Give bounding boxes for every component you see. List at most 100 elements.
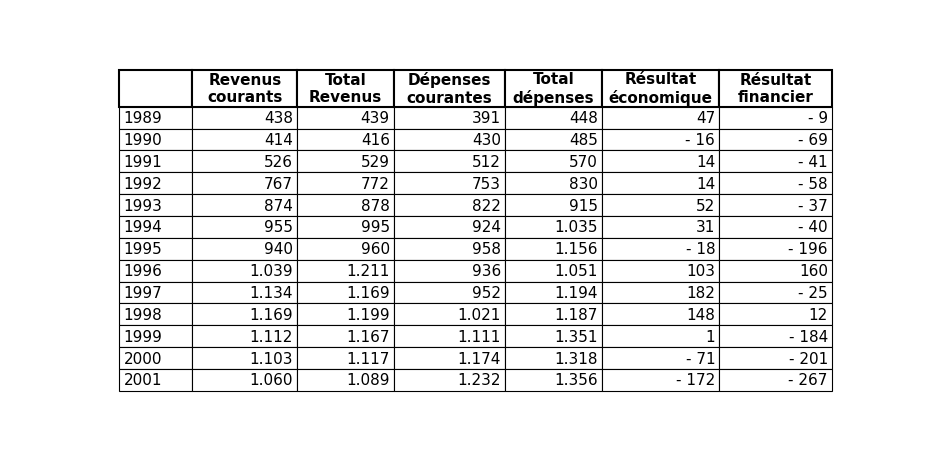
Text: 1.103: 1.103 <box>249 351 293 366</box>
Text: 31: 31 <box>696 220 715 235</box>
Bar <box>394 195 505 217</box>
Text: - 58: - 58 <box>798 176 828 191</box>
Bar <box>602 238 719 260</box>
Bar <box>298 107 394 129</box>
Text: 874: 874 <box>264 198 293 213</box>
Text: 1993: 1993 <box>124 198 162 213</box>
Bar <box>120 195 193 217</box>
Text: 1.194: 1.194 <box>554 285 598 300</box>
Text: - 25: - 25 <box>798 285 828 300</box>
Bar <box>719 71 832 107</box>
Text: 414: 414 <box>264 133 293 147</box>
Bar <box>602 369 719 391</box>
Bar <box>719 347 832 369</box>
Text: 830: 830 <box>568 176 598 191</box>
Text: 1.351: 1.351 <box>554 329 598 344</box>
Text: 47: 47 <box>696 111 715 126</box>
Bar <box>505 325 602 347</box>
Text: 924: 924 <box>472 220 501 235</box>
Text: 1.187: 1.187 <box>554 307 598 322</box>
Bar <box>602 173 719 195</box>
Text: 1.039: 1.039 <box>249 263 293 278</box>
Bar <box>298 282 394 303</box>
Text: 1.318: 1.318 <box>554 351 598 366</box>
Text: - 18: - 18 <box>685 242 715 257</box>
Bar <box>719 173 832 195</box>
Text: 1.167: 1.167 <box>347 329 389 344</box>
Text: 1999: 1999 <box>124 329 162 344</box>
Text: 1.111: 1.111 <box>458 329 501 344</box>
Text: 439: 439 <box>361 111 389 126</box>
Text: 1990: 1990 <box>124 133 162 147</box>
Bar <box>193 107 298 129</box>
Text: Revenus
courants: Revenus courants <box>207 73 283 105</box>
Text: 958: 958 <box>472 242 501 257</box>
Bar <box>193 129 298 151</box>
Bar <box>505 217 602 238</box>
Text: 822: 822 <box>472 198 501 213</box>
Bar <box>719 282 832 303</box>
Bar <box>602 217 719 238</box>
Text: 767: 767 <box>264 176 293 191</box>
Bar <box>719 195 832 217</box>
Bar <box>602 195 719 217</box>
Text: 570: 570 <box>569 155 598 169</box>
Text: 526: 526 <box>264 155 293 169</box>
Bar <box>719 129 832 151</box>
Bar <box>394 151 505 173</box>
Bar <box>193 347 298 369</box>
Text: 1.134: 1.134 <box>249 285 293 300</box>
Text: 1.112: 1.112 <box>249 329 293 344</box>
Text: 1.035: 1.035 <box>554 220 598 235</box>
Bar <box>505 303 602 325</box>
Text: 1996: 1996 <box>124 263 162 278</box>
Bar <box>505 173 602 195</box>
Text: - 37: - 37 <box>798 198 828 213</box>
Bar <box>602 325 719 347</box>
Text: 160: 160 <box>799 263 828 278</box>
Text: 529: 529 <box>361 155 389 169</box>
Text: 1.199: 1.199 <box>346 307 389 322</box>
Bar <box>193 325 298 347</box>
Bar <box>719 303 832 325</box>
Text: Résultat
économique: Résultat économique <box>609 72 713 106</box>
Text: 915: 915 <box>568 198 598 213</box>
Text: 14: 14 <box>696 176 715 191</box>
Bar <box>120 173 193 195</box>
Text: 1.156: 1.156 <box>554 242 598 257</box>
Text: 1995: 1995 <box>124 242 162 257</box>
Bar <box>505 151 602 173</box>
Bar <box>120 347 193 369</box>
Text: - 184: - 184 <box>789 329 828 344</box>
Text: 12: 12 <box>808 307 828 322</box>
Bar <box>719 107 832 129</box>
Bar <box>193 151 298 173</box>
Bar <box>120 129 193 151</box>
Bar <box>120 282 193 303</box>
Bar <box>120 71 193 107</box>
Bar <box>719 151 832 173</box>
Text: 1997: 1997 <box>124 285 162 300</box>
Text: 52: 52 <box>696 198 715 213</box>
Text: 416: 416 <box>361 133 389 147</box>
Bar <box>394 282 505 303</box>
Text: 1.211: 1.211 <box>347 263 389 278</box>
Bar <box>120 325 193 347</box>
Bar <box>298 347 394 369</box>
Bar <box>193 369 298 391</box>
Text: - 172: - 172 <box>676 373 715 388</box>
Bar <box>298 303 394 325</box>
Text: 512: 512 <box>472 155 501 169</box>
Text: 1.169: 1.169 <box>346 285 389 300</box>
Text: Résultat
financier: Résultat financier <box>738 73 814 105</box>
Text: - 71: - 71 <box>685 351 715 366</box>
Bar <box>193 173 298 195</box>
Bar <box>394 325 505 347</box>
Bar <box>298 238 394 260</box>
Text: 391: 391 <box>472 111 501 126</box>
Bar <box>719 369 832 391</box>
Bar <box>193 303 298 325</box>
Text: 1.060: 1.060 <box>249 373 293 388</box>
Bar <box>719 260 832 282</box>
Bar <box>193 238 298 260</box>
